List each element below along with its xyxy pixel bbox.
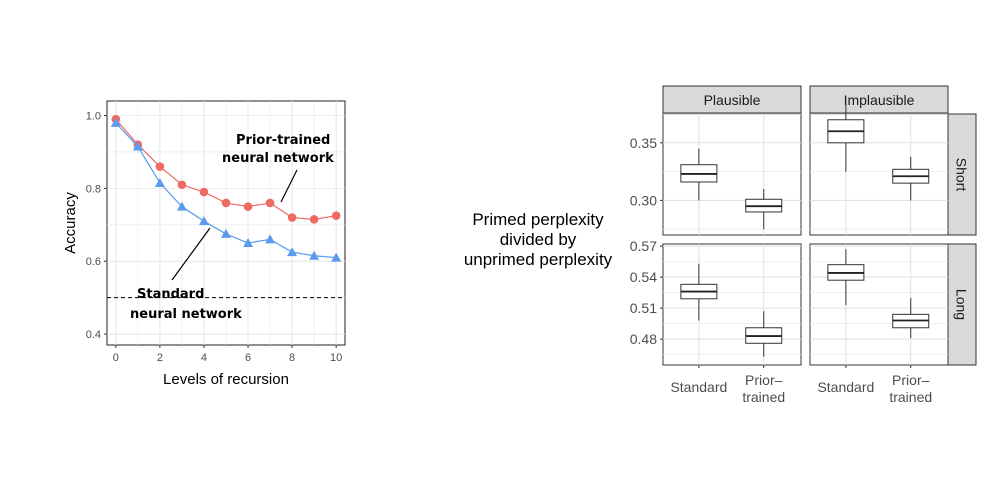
y-tick-label: 0.57 (630, 238, 657, 254)
facet-label-row: Long (954, 289, 970, 320)
y-tick-label: 0.6 (86, 256, 101, 268)
data-point-triangle (176, 201, 187, 211)
data-point-circle (265, 198, 275, 208)
y-axis-title-line3: unprimed perplexity (464, 250, 613, 269)
data-point-triangle (265, 234, 276, 244)
data-point-triangle (331, 252, 342, 262)
data-point-circle (243, 202, 253, 211)
x-category-label: Standard (817, 379, 874, 395)
y-axis-title-line1: Primed perplexity (472, 210, 604, 229)
line-chart-x-ticks: 0 2 4 6 8 10 (113, 345, 342, 364)
data-point-circle (221, 198, 231, 208)
facet-panel (809, 102, 949, 236)
facet-strip-col (809, 85, 949, 114)
line-chart-y-ticks: 0.4 0.6 0.8 1.0 (86, 111, 107, 341)
facet-label-row: Short (954, 158, 970, 192)
annotation-prior-trained-line2: neural network (222, 151, 334, 166)
annotation-standard-line2: neural network (130, 307, 242, 322)
x-category-label-line2: trained (889, 389, 932, 405)
x-tick-label: 4 (201, 352, 207, 364)
y-axis-title-line2: divided by (500, 230, 577, 249)
panel-border (662, 243, 802, 366)
data-point-triangle (132, 141, 143, 151)
data-point-triangle (243, 238, 254, 248)
annotation-standard-line1: Standard (137, 287, 204, 302)
data-point-triangle (309, 250, 320, 260)
y-tick-label: 0.4 (86, 329, 101, 341)
y-tick-label: 0.30 (630, 192, 657, 208)
x-category-label: Prior– (745, 372, 783, 388)
annotation-prior-trained-line1: Prior-trained (236, 133, 330, 148)
box-plot-chart: Primed perplexity divided by unprimed pe… (464, 85, 977, 405)
x-tick-label: 6 (245, 352, 251, 364)
data-point-triangle (287, 247, 298, 257)
data-point-triangle (110, 117, 121, 127)
line-chart-series (110, 114, 342, 262)
y-tick-label: 0.54 (630, 269, 657, 285)
facet-label-col: Implausible (844, 92, 915, 108)
facet-label-col: Plausible (704, 92, 761, 108)
facet-strip-row (946, 243, 977, 366)
x-category-label: Standard (670, 379, 727, 395)
y-axis-title: Accuracy (62, 192, 79, 254)
y-tick-label: 0.48 (630, 331, 657, 347)
data-point-triangle (198, 216, 209, 226)
line-chart: 0.4 0.6 0.8 1.0 0 2 4 6 8 10 Levels of recursion… (62, 100, 346, 388)
data-point-triangle (154, 177, 165, 187)
data-point-triangle (221, 228, 231, 238)
x-category-label-line2: trained (742, 389, 785, 405)
x-axis-title: Levels of recursion (163, 371, 289, 388)
data-point-circle (309, 215, 319, 224)
facet-panel (662, 113, 802, 236)
x-tick-label: 8 (289, 352, 295, 364)
facet-panel (809, 243, 949, 366)
data-point-circle (287, 213, 297, 222)
y-tick-label: 0.51 (630, 300, 657, 316)
data-point-circle (199, 187, 209, 197)
data-point-circle (155, 162, 165, 171)
y-tick-label: 1.0 (86, 111, 101, 123)
y-tick-label: 0.8 (86, 183, 101, 195)
x-category-label: Prior– (892, 372, 930, 388)
facet-strip-col (662, 85, 802, 114)
facet-panel (662, 243, 802, 366)
annotation-standard-pointer (171, 227, 211, 281)
x-tick-label: 0 (113, 352, 119, 364)
x-tick-label: 2 (157, 352, 163, 364)
y-tick-label: 0.35 (630, 135, 657, 151)
box-plot-panels: Plausible Implausible Short Long 0.30 0.35 0.4… (630, 85, 977, 405)
annotation-prior-trained-pointer (280, 169, 298, 203)
data-point-circle (331, 211, 341, 221)
facet-strip-row (946, 113, 977, 236)
data-point-circle (177, 180, 187, 190)
x-tick-label: 10 (330, 352, 342, 364)
panel-border (809, 243, 949, 366)
